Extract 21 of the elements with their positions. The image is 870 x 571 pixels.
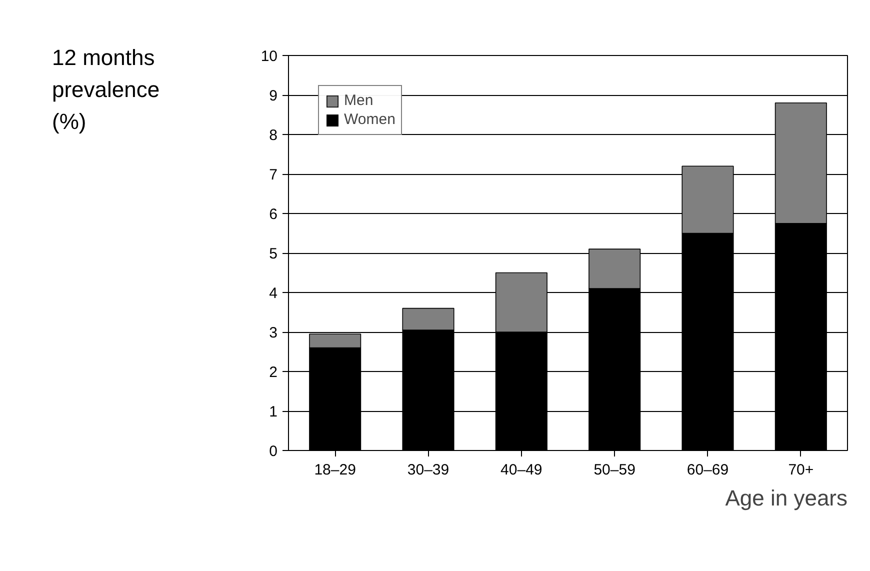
x-tick-label: 60–69 [686, 462, 729, 478]
x-tick-label: 18–29 [314, 462, 356, 478]
y-tick-label: 5 [269, 246, 278, 262]
y-tick-label: 9 [269, 88, 278, 104]
y-tick-label: 10 [260, 48, 278, 65]
y-tick-label: 0 [269, 443, 278, 460]
x-axis-title: Age in years [725, 486, 848, 510]
y-tick-label: 1 [269, 404, 278, 420]
x-tick-label: 70+ [788, 462, 814, 478]
y-axis-title: 12 months prevalence (%) [52, 44, 160, 136]
legend-label: Women [344, 111, 396, 128]
y-tick-label: 2 [269, 364, 278, 381]
legend-label: Men [344, 92, 374, 109]
x-tick-label: 50–59 [594, 462, 636, 478]
y-tick-label: 3 [269, 324, 278, 342]
y-tick-label: 4 [269, 285, 278, 302]
y-tick-label: 8 [269, 127, 278, 144]
x-tick-label: 30–39 [407, 462, 450, 478]
y-tick-label: 6 [269, 206, 278, 223]
y-tick-label: 7 [269, 166, 278, 184]
x-tick-label: 40–49 [500, 462, 542, 478]
